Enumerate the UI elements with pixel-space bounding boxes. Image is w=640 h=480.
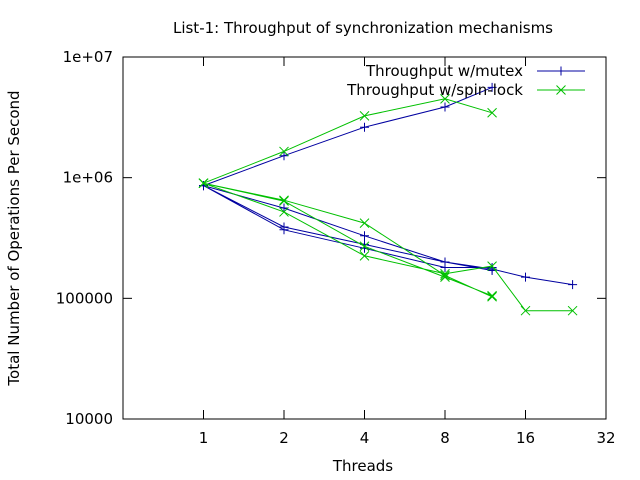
- y-tick-label: 1e+07: [63, 48, 113, 66]
- chart-title: List-1: Throughput of synchronization me…: [173, 19, 553, 37]
- data-point: [521, 272, 530, 282]
- series-2: [198, 93, 578, 316]
- data-point: [359, 241, 370, 252]
- y-tick-label: 100000: [56, 289, 113, 307]
- x-tick-label: 16: [516, 429, 535, 447]
- data-point: [440, 257, 450, 267]
- data-point: [556, 66, 566, 76]
- data-point: [568, 280, 578, 290]
- data-point: [487, 82, 497, 92]
- data-point: [279, 195, 289, 206]
- data-point: [487, 261, 497, 271]
- data-point: [520, 305, 531, 316]
- data-point: [359, 111, 370, 121]
- data-point: [440, 268, 450, 279]
- data-point: [279, 203, 289, 213]
- data-point: [440, 272, 450, 282]
- x-tick-label: 32: [596, 429, 615, 447]
- data-point: [198, 178, 209, 189]
- data-point: [360, 231, 369, 241]
- legend-label: Throughput w/mutex: [365, 62, 523, 80]
- data-point: [440, 270, 450, 281]
- axes: 1 2 4 8 16 32 10000 100000 1e+06 1e+07: [56, 48, 616, 447]
- data-point: [487, 291, 497, 302]
- y-tick-label: 10000: [65, 410, 113, 428]
- series-1: [199, 82, 578, 290]
- data-point: [359, 218, 370, 228]
- x-axis-label: Threads: [332, 457, 393, 475]
- data-point: [279, 146, 289, 157]
- y-tick-label: 1e+06: [63, 169, 113, 187]
- data-point: [556, 85, 566, 95]
- data-point: [359, 250, 370, 261]
- x-tick-label: 8: [440, 429, 450, 447]
- data-point: [440, 102, 450, 112]
- x-tick-label: 4: [360, 429, 370, 447]
- x-tick-label: 2: [279, 429, 289, 447]
- legend-label: Throughput w/spin-lock: [346, 81, 523, 99]
- data-point: [360, 122, 369, 132]
- data-point: [279, 196, 289, 206]
- series-line: [203, 98, 573, 312]
- data-point: [487, 290, 497, 301]
- data-point: [360, 243, 369, 253]
- data-point: [440, 93, 450, 104]
- x-tick-label: 1: [199, 429, 209, 447]
- data-point: [567, 305, 578, 316]
- data-point: [279, 151, 289, 161]
- data-point: [487, 107, 497, 118]
- y-axis-label: Total Number of Operations Per Second: [5, 90, 23, 386]
- data-point: [279, 207, 289, 217]
- plot-area: [198, 82, 578, 316]
- data-point: [279, 225, 289, 235]
